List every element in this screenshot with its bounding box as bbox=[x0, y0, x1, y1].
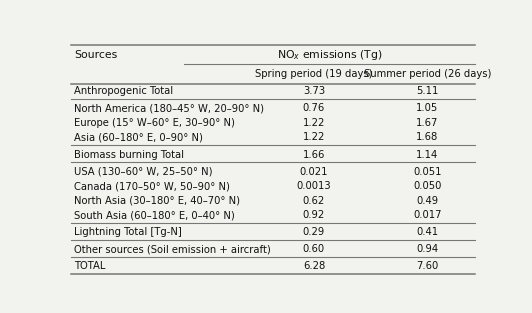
Text: 1.22: 1.22 bbox=[303, 118, 325, 128]
Text: TOTAL: TOTAL bbox=[74, 261, 105, 271]
Text: 0.0013: 0.0013 bbox=[296, 181, 331, 191]
Text: 0.92: 0.92 bbox=[303, 210, 325, 220]
Text: 0.94: 0.94 bbox=[416, 244, 438, 254]
Text: NO$_x$ emissions (Tg): NO$_x$ emissions (Tg) bbox=[277, 48, 382, 62]
Text: Anthropogenic Total: Anthropogenic Total bbox=[74, 86, 173, 96]
Text: Other sources (Soil emission + aircraft): Other sources (Soil emission + aircraft) bbox=[74, 244, 271, 254]
Text: North America (180–45° W, 20–90° N): North America (180–45° W, 20–90° N) bbox=[74, 103, 264, 113]
Text: 1.67: 1.67 bbox=[416, 118, 438, 128]
Text: 0.49: 0.49 bbox=[416, 196, 438, 206]
Text: Biomass burning Total: Biomass burning Total bbox=[74, 150, 184, 160]
Text: 6.28: 6.28 bbox=[303, 261, 325, 271]
Text: 1.68: 1.68 bbox=[416, 132, 438, 142]
Text: 1.05: 1.05 bbox=[416, 103, 438, 113]
Text: 5.11: 5.11 bbox=[416, 86, 438, 96]
Text: Lightning Total [Tg-N]: Lightning Total [Tg-N] bbox=[74, 227, 181, 237]
Text: 1.66: 1.66 bbox=[303, 150, 325, 160]
Text: 7.60: 7.60 bbox=[416, 261, 438, 271]
Text: 0.60: 0.60 bbox=[303, 244, 325, 254]
Text: 1.14: 1.14 bbox=[416, 150, 438, 160]
Text: Asia (60–180° E, 0–90° N): Asia (60–180° E, 0–90° N) bbox=[74, 132, 203, 142]
Text: 3.73: 3.73 bbox=[303, 86, 325, 96]
Text: North Asia (30–180° E, 40–70° N): North Asia (30–180° E, 40–70° N) bbox=[74, 196, 240, 206]
Text: USA (130–60° W, 25–50° N): USA (130–60° W, 25–50° N) bbox=[74, 167, 212, 177]
Text: Spring period (19 days): Spring period (19 days) bbox=[255, 69, 372, 79]
Text: 0.41: 0.41 bbox=[416, 227, 438, 237]
Text: Canada (170–50° W, 50–90° N): Canada (170–50° W, 50–90° N) bbox=[74, 181, 230, 191]
Text: 0.017: 0.017 bbox=[413, 210, 442, 220]
Text: South Asia (60–180° E, 0–40° N): South Asia (60–180° E, 0–40° N) bbox=[74, 210, 235, 220]
Text: 0.021: 0.021 bbox=[300, 167, 328, 177]
Text: 0.76: 0.76 bbox=[303, 103, 325, 113]
Text: 1.22: 1.22 bbox=[303, 132, 325, 142]
Text: Europe (15° W–60° E, 30–90° N): Europe (15° W–60° E, 30–90° N) bbox=[74, 118, 235, 128]
Text: Sources: Sources bbox=[74, 49, 117, 59]
Text: Summer period (26 days): Summer period (26 days) bbox=[363, 69, 491, 79]
Text: 0.62: 0.62 bbox=[303, 196, 325, 206]
Text: 0.29: 0.29 bbox=[303, 227, 325, 237]
Text: 0.050: 0.050 bbox=[413, 181, 442, 191]
Text: 0.051: 0.051 bbox=[413, 167, 442, 177]
